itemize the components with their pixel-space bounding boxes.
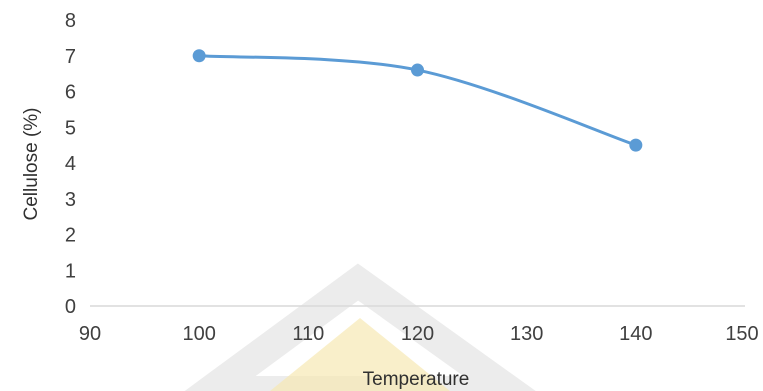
watermark-inner bbox=[270, 318, 450, 391]
x-tick-labels: 90 100 110 120 130 140 150 bbox=[79, 323, 759, 345]
x-tick-label: 150 bbox=[725, 323, 758, 345]
y-axis-title: Cellulose (%) bbox=[21, 108, 42, 221]
y-tick-label: 2 bbox=[65, 225, 76, 247]
y-tick-label: 0 bbox=[65, 296, 76, 318]
y-tick-label: 7 bbox=[65, 46, 76, 68]
x-tick-label: 130 bbox=[510, 323, 543, 345]
x-tick-label: 110 bbox=[292, 323, 324, 345]
x-tick-label: 90 bbox=[79, 323, 101, 345]
data-point bbox=[411, 63, 424, 77]
x-tick-label: 140 bbox=[619, 323, 652, 345]
y-tick-label: 8 bbox=[65, 10, 76, 32]
y-tick-labels: 0 1 2 3 4 5 6 7 8 bbox=[65, 10, 76, 318]
y-tick-label: 4 bbox=[65, 153, 76, 175]
series-points bbox=[192, 49, 643, 152]
x-tick-label: 100 bbox=[182, 323, 215, 345]
x-axis-title: Temperature bbox=[363, 369, 470, 390]
watermark bbox=[184, 263, 536, 391]
data-point bbox=[192, 49, 206, 63]
plot-area: 0 1 2 3 4 5 6 7 8 90 100 110 120 130 140 150 bbox=[65, 10, 759, 345]
y-tick-label: 6 bbox=[65, 82, 76, 104]
y-tick-label: 3 bbox=[65, 189, 76, 211]
y-tick-label: 1 bbox=[65, 260, 76, 282]
data-point bbox=[629, 138, 643, 152]
watermark-shape bbox=[184, 263, 536, 391]
x-tick-label: 120 bbox=[401, 323, 434, 345]
y-tick-label: 5 bbox=[65, 117, 76, 139]
